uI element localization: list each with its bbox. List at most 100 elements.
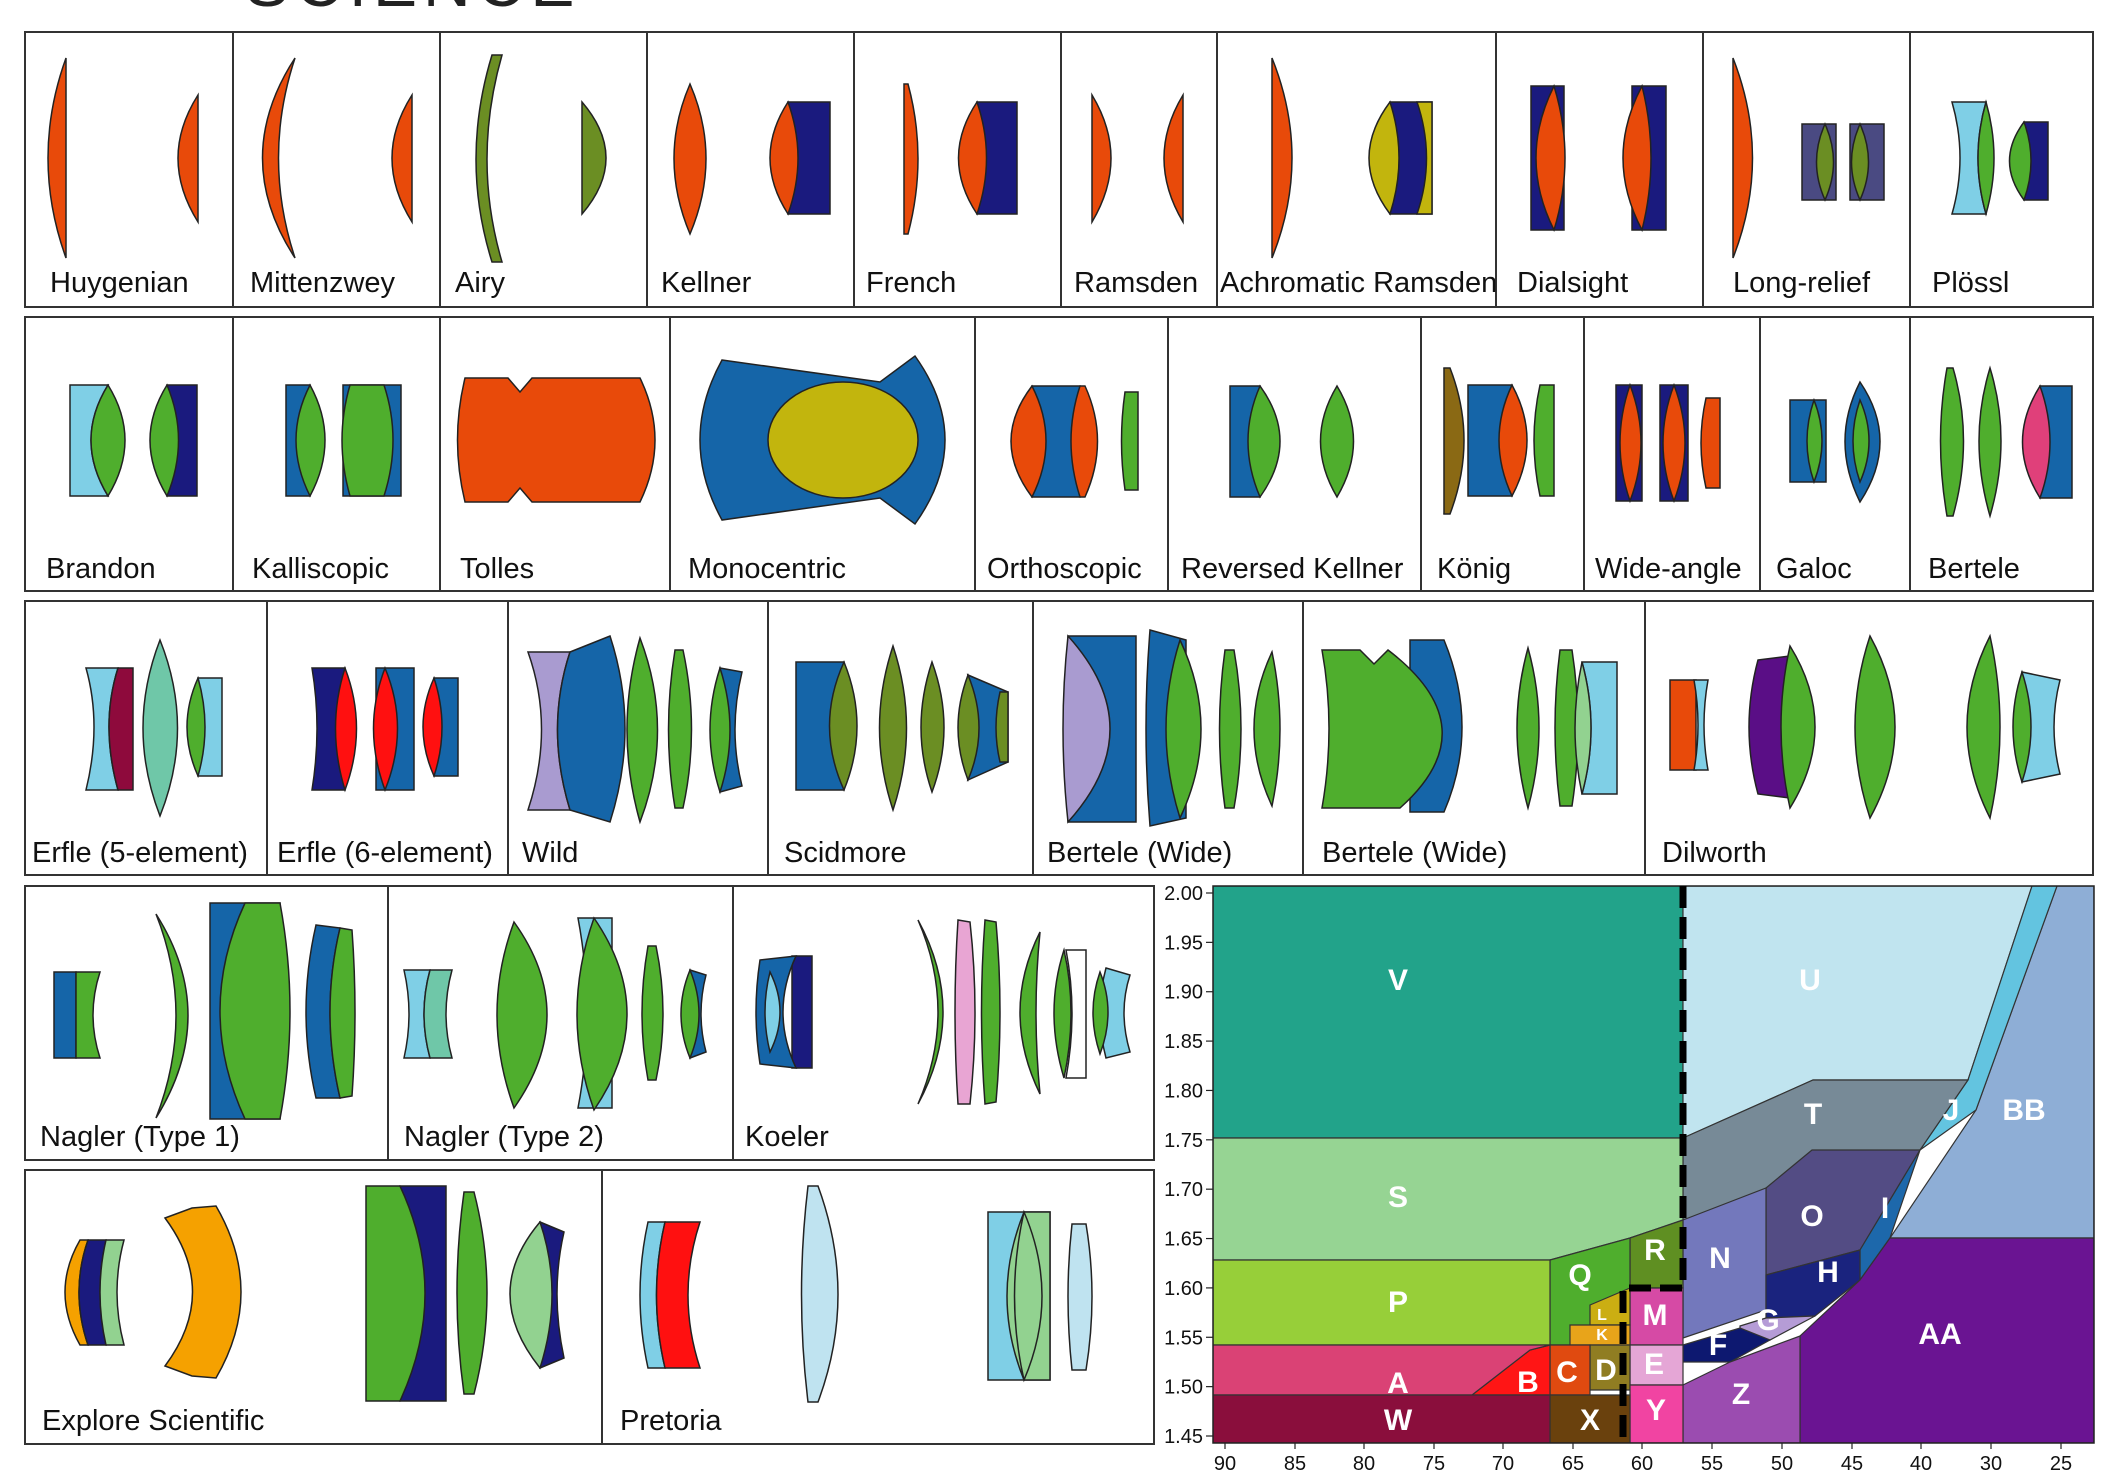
lens: [576, 916, 628, 1112]
lens: [1622, 83, 1652, 233]
region-label-n: N: [1709, 1242, 1731, 1275]
y-tick-label: 1.95: [1164, 932, 1203, 954]
x-tick-label: 80: [1353, 1453, 1375, 1475]
lens: [422, 675, 443, 779]
lens: [90, 383, 126, 498]
wide-angle-diagram: [1615, 382, 1721, 504]
label-french: French: [866, 267, 956, 299]
region-label-z: Z: [1732, 1378, 1750, 1411]
label-scidmore: Scidmore: [784, 837, 907, 869]
lens: [673, 82, 707, 236]
lens: [1053, 947, 1072, 1079]
lens: [1978, 365, 2002, 519]
lens: [186, 675, 206, 779]
lens: [1319, 384, 1355, 499]
x-tick-label: 75: [1423, 1453, 1445, 1475]
lens: [219, 902, 291, 1120]
label-kalliscopic: Kalliscopic: [252, 553, 389, 585]
region-label-p: P: [1388, 1286, 1408, 1319]
label-plossl: Plössl: [1932, 267, 2009, 299]
bertele-wide-2-diagram: [1321, 639, 1618, 813]
region-label-x: X: [1580, 1404, 1600, 1437]
lens: [1163, 92, 1184, 225]
lens: [142, 637, 179, 819]
lens: [878, 643, 908, 813]
lens: [75, 971, 102, 1059]
region-label-o: O: [1800, 1200, 1823, 1233]
label-dilworth: Dilworth: [1662, 837, 1767, 869]
region-label-aa: AA: [1918, 1318, 1961, 1351]
lens: [2021, 671, 2061, 783]
x-tick-label: 30: [1980, 1453, 2002, 1475]
lens: [764, 969, 781, 1055]
x-tick-label: 70: [1492, 1453, 1514, 1475]
lens: [787, 101, 831, 215]
lens: [53, 971, 77, 1059]
lens: [828, 660, 858, 792]
lens: [1693, 679, 1709, 771]
label-monocentric: Monocentric: [688, 553, 846, 585]
lens: [475, 54, 504, 263]
lens: [1533, 384, 1555, 497]
lens: [1619, 382, 1642, 504]
lens: [2021, 384, 2051, 500]
plossl-diagram: [1951, 99, 2049, 217]
mittenzwey-diagram: [261, 57, 413, 259]
lens: [680, 968, 700, 1060]
y-tick-label: 1.65: [1164, 1229, 1203, 1251]
erfle-5-diagram: [85, 637, 223, 819]
region-label-bb: BB: [2002, 1094, 2045, 1127]
lens: [1065, 949, 1087, 1079]
x-tick-label: 55: [1701, 1453, 1723, 1475]
dashed-boundary: [1619, 886, 1687, 1443]
region-j: [1919, 886, 2058, 1151]
lens: [1854, 634, 1896, 820]
lens: [1806, 397, 1823, 485]
label-wide-angle: Wide-angle: [1595, 553, 1742, 585]
lens: [957, 100, 988, 216]
label-konig: König: [1437, 553, 1511, 585]
lens: [329, 927, 356, 1099]
y-axis: 2.00 1.95 1.90 1.85 1.80 1.75 1.70 1.65 1.60 1.55…: [1164, 883, 1213, 1448]
dilworth-diagram: [1669, 633, 2061, 821]
lens: [1019, 931, 1041, 1095]
label-galoc: Galoc: [1776, 553, 1852, 585]
x-tick-label: 65: [1562, 1453, 1584, 1475]
lens: [1165, 637, 1202, 821]
x-tick-label: 50: [1771, 1453, 1793, 1475]
region-layer: [1213, 886, 2094, 1443]
lens: [1852, 397, 1870, 485]
lens: [456, 1191, 488, 1395]
lens: [108, 667, 134, 791]
lens: [1850, 122, 1870, 202]
lens: [954, 919, 976, 1105]
lens: [261, 57, 296, 259]
lens: [1092, 969, 1109, 1057]
lens: [1070, 385, 1099, 498]
lens: [1091, 92, 1112, 225]
lens: [1120, 391, 1139, 491]
lens: [149, 383, 180, 498]
row-4: Nagler (Type 1) Nagler (Type 2): [24, 885, 1155, 1161]
pretoria-diagram: [639, 1185, 1093, 1403]
region-label-u: U: [1799, 964, 1821, 997]
lens: [1062, 634, 1111, 824]
label-erfle-6: Erfle (6-element): [277, 837, 493, 869]
region-label-f: F: [1709, 1329, 1727, 1362]
region-a: [1213, 1344, 1551, 1396]
region-label-d: D: [1595, 1354, 1617, 1387]
lens: [957, 672, 980, 783]
lens: [47, 57, 67, 259]
region-label-e: E: [1644, 1348, 1664, 1381]
airy-diagram: [475, 54, 607, 263]
lens: [767, 381, 919, 499]
ramsden-diagram: [1091, 92, 1184, 225]
row-5: Explore Scientific Pretoria: [24, 1169, 1155, 1445]
bertele-wide-1-diagram: [1062, 629, 1281, 827]
lens: [1271, 57, 1293, 259]
x-tick-label: 45: [1841, 1453, 1863, 1475]
lens: [163, 1205, 242, 1379]
lens: [995, 691, 1009, 763]
